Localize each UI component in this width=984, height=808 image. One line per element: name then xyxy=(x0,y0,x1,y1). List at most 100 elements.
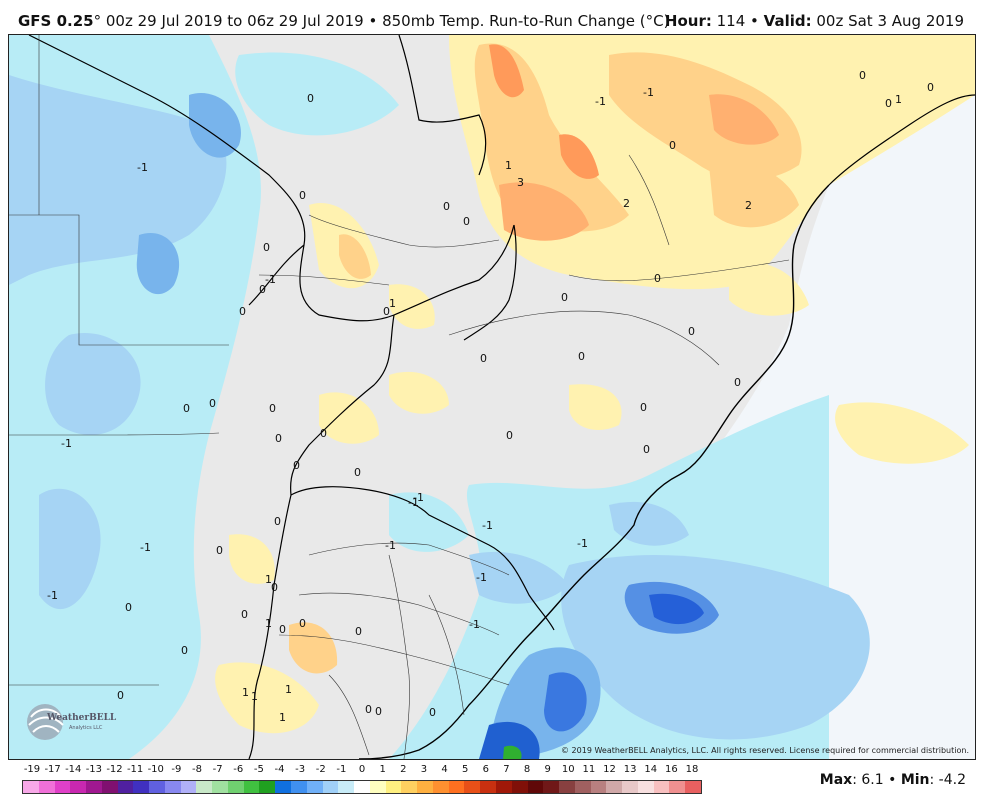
value-label: 0 xyxy=(299,617,306,630)
legend-swatch xyxy=(38,781,55,793)
legend-swatch xyxy=(259,781,276,793)
legend-swatch xyxy=(606,781,623,793)
value-label: 0 xyxy=(480,352,487,365)
value-label: -1 xyxy=(47,589,58,602)
country-borders xyxy=(28,35,555,759)
value-label: -1 xyxy=(643,86,654,99)
legend-colorbar xyxy=(22,780,702,794)
legend-tick-label: 5 xyxy=(461,764,469,775)
legend-tick-label: 11 xyxy=(582,764,596,775)
value-label: -1 xyxy=(137,161,148,174)
value-label: 0 xyxy=(259,283,266,296)
value-label: 0 xyxy=(355,625,362,638)
value-label: -1 xyxy=(61,437,72,450)
legend-swatch xyxy=(685,781,701,793)
value-label: 1 xyxy=(279,711,286,724)
legend-tick-label: 16 xyxy=(665,764,678,775)
legend-swatch xyxy=(101,781,118,793)
legend-swatch xyxy=(511,781,528,793)
value-label: 0 xyxy=(271,581,278,594)
color-legend: -19 -17 -14 -13 -12 -11 -10 -9 -8 -7 -6 -5 -4 -3 -2 -1 0… xyxy=(22,764,702,798)
legend-swatch xyxy=(543,781,560,793)
value-label: 1 xyxy=(265,617,272,630)
value-label: 0 xyxy=(375,705,382,718)
valid-value: 00z Sat 3 Aug 2019 xyxy=(811,12,964,30)
weather-map: 0 -1 0 -1 0 0 1 3 2 2 0 -1 1 0 0 0 0 0 1… xyxy=(8,34,976,760)
legend-tick-label: 12 xyxy=(603,764,616,775)
value-label: 0 xyxy=(365,703,372,716)
logo-text: WeatherBELL xyxy=(47,713,117,723)
legend-tick-label: -12 xyxy=(106,764,123,775)
value-label: 0 xyxy=(443,200,450,213)
cold-shading xyxy=(9,35,870,759)
legend-swatch xyxy=(480,781,496,793)
value-label: 0 xyxy=(183,402,190,415)
legend-swatch xyxy=(369,781,386,793)
value-label: 1 xyxy=(285,683,292,696)
legend-tick-label: 0 xyxy=(358,764,366,775)
legend-tick-label: -5 xyxy=(253,764,264,775)
legend-tick-label: 6 xyxy=(482,764,489,775)
legend-tick-label: -11 xyxy=(126,764,144,775)
hour-label: Hour: xyxy=(664,12,712,30)
legend-tick-label: -2 xyxy=(315,764,326,775)
legend-tick-label: 18 xyxy=(685,764,699,775)
copyright-notice: © 2019 WeatherBELL Analytics, LLC. All r… xyxy=(561,746,969,755)
value-label: -1 xyxy=(140,541,151,554)
value-label: 0 xyxy=(274,515,281,528)
degree-symbol: ° xyxy=(93,12,102,30)
legend-swatch xyxy=(133,781,150,793)
value-label: 0 xyxy=(269,402,276,415)
legend-tick-label: -7 xyxy=(212,764,223,775)
legend-swatch xyxy=(338,781,355,793)
legend-tick-label: -10 xyxy=(147,764,164,775)
legend-swatch xyxy=(464,781,481,793)
legend-tick-label: -14 xyxy=(65,764,82,775)
value-label: 0 xyxy=(320,427,327,440)
value-label: 1 xyxy=(389,297,396,310)
legend-swatch xyxy=(117,781,134,793)
value-label: 3 xyxy=(517,176,524,189)
value-label: 0 xyxy=(506,429,513,442)
legend-tick-label: -13 xyxy=(85,764,103,775)
value-label: -1 xyxy=(469,618,480,631)
legend-swatch xyxy=(86,781,102,793)
legend-swatch xyxy=(243,781,260,793)
value-label: 0 xyxy=(734,376,741,389)
value-labels: 0 -1 0 -1 0 0 1 3 2 2 0 -1 1 0 0 0 0 0 1… xyxy=(47,69,934,724)
model-name: GFS 0.25 xyxy=(18,12,94,30)
legend-swatch xyxy=(637,781,654,793)
value-label: -1 xyxy=(265,273,276,286)
value-label: -1 xyxy=(595,95,606,108)
logo-icon xyxy=(27,704,64,740)
value-label: -1 xyxy=(385,539,396,552)
legend-swatch xyxy=(559,781,575,793)
legend-tick-label: 7 xyxy=(503,764,510,775)
value-label: 0 xyxy=(578,350,585,363)
header: GFS 0.25° 00z 29 Jul 2019 to 06z 29 Jul … xyxy=(0,0,984,34)
value-label: 0 xyxy=(279,623,286,636)
value-label: 0 xyxy=(241,608,248,621)
legend-swatch xyxy=(448,781,465,793)
value-label: 0 xyxy=(239,305,246,318)
legend-tick-label: 14 xyxy=(644,764,658,775)
value-label: 0 xyxy=(216,544,223,557)
run-description: 00z 29 Jul 2019 to 06z 29 Jul 2019 • 850… xyxy=(101,12,670,30)
warm-shading xyxy=(215,35,975,734)
value-label: 0 xyxy=(209,397,216,410)
legend-swatch xyxy=(574,781,591,793)
legend-swatch xyxy=(275,781,292,793)
value-label: 0 xyxy=(125,601,132,614)
legend-swatch xyxy=(291,781,307,793)
legend-swatch xyxy=(653,781,670,793)
legend-swatch xyxy=(432,781,449,793)
value-label: -1 xyxy=(476,571,487,584)
hour-value: 114 • xyxy=(711,12,764,30)
legend-swatch xyxy=(164,781,181,793)
legend-tick-label: 13 xyxy=(623,764,637,775)
weatherbell-logo: WeatherBELL Analytics LLC xyxy=(23,699,117,745)
value-label: 0 xyxy=(927,81,934,94)
map-canvas: 0 -1 0 -1 0 0 1 3 2 2 0 -1 1 0 0 0 0 0 1… xyxy=(9,35,975,759)
legend-swatch xyxy=(669,781,686,793)
legend-tick-label: 3 xyxy=(420,764,428,775)
